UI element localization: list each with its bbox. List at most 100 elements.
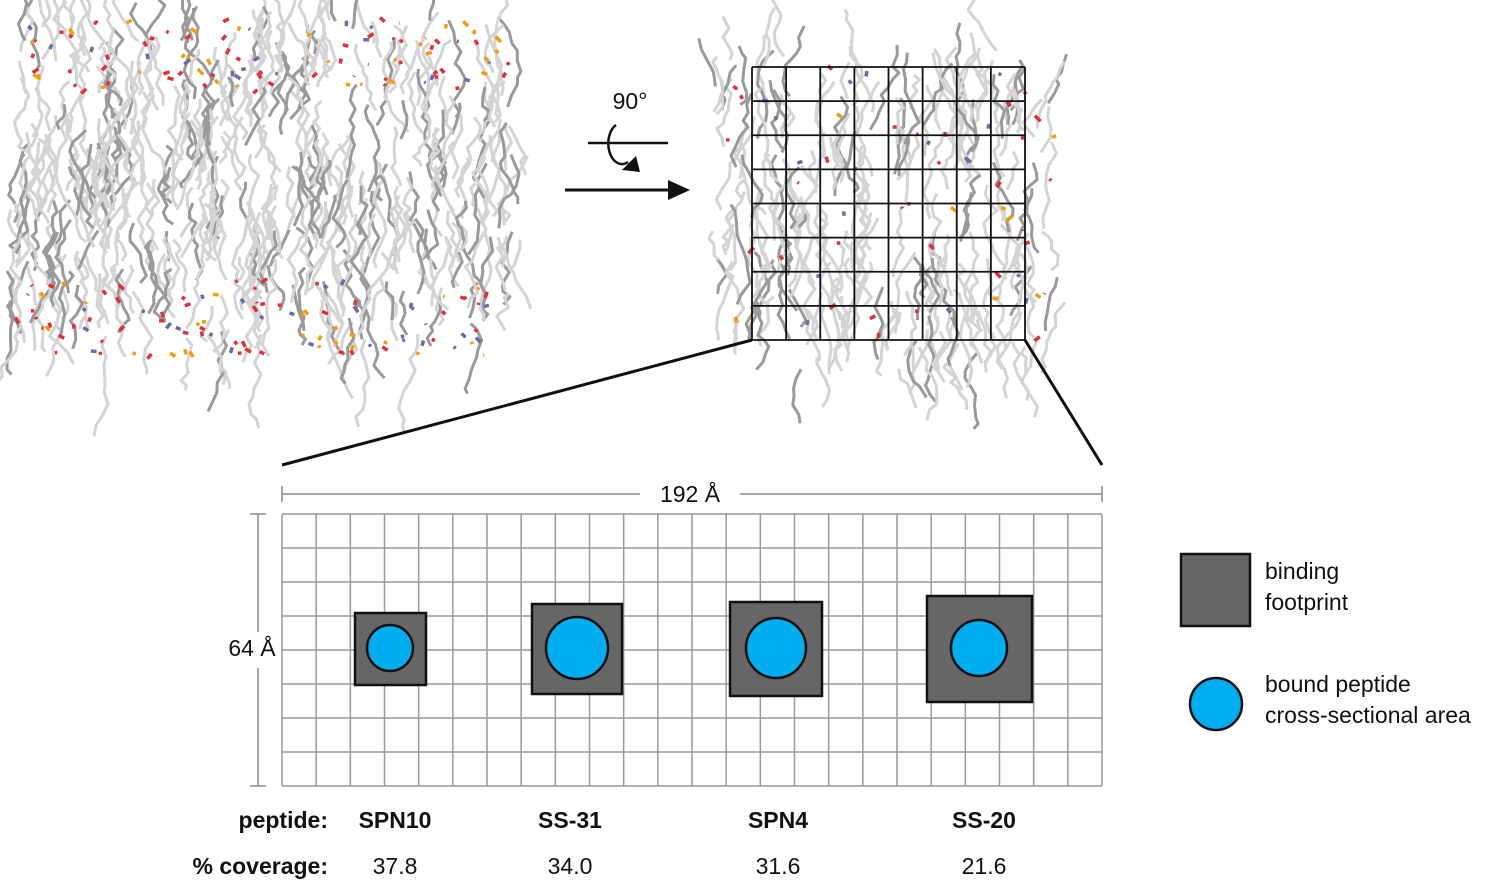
lipid-chain: [444, 235, 456, 268]
lipid-chain: [61, 0, 76, 23]
head-group: [835, 112, 843, 119]
lipid-chain: [845, 130, 860, 194]
lipid-chain: [497, 153, 521, 229]
lipid-chain: [297, 266, 307, 346]
head-group: [277, 303, 282, 308]
bilayer-side-view: [0, 0, 533, 436]
lipid-chain: [181, 0, 190, 44]
head-group: [326, 59, 331, 64]
lipid-chain: [1039, 301, 1067, 375]
head-group: [208, 332, 214, 337]
lipid-chain: [416, 68, 433, 165]
peptide-name: SPN10: [359, 807, 432, 833]
lipid-chain: [255, 17, 269, 115]
lipid-chain: [298, 190, 315, 267]
peptide-area: [949, 618, 1009, 678]
lipid-chain: [1005, 150, 1020, 191]
lipid-chain: [200, 230, 213, 262]
top-view-grid: [751, 66, 1026, 341]
lipid-chain: [36, 64, 52, 132]
lipid-chain: [248, 211, 263, 301]
head-group: [994, 270, 1002, 279]
head-group: [434, 75, 439, 80]
lipid-chain: [819, 304, 833, 375]
head-group: [1033, 114, 1042, 123]
head-group: [13, 316, 21, 325]
lipid-chain: [1039, 106, 1053, 154]
head-group: [233, 73, 242, 81]
head-group: [255, 301, 259, 304]
head-group: [432, 69, 439, 76]
lipid-chain: [496, 16, 523, 108]
lipid-chain: [956, 107, 980, 153]
lipid-chain: [954, 22, 962, 73]
head-group: [455, 86, 460, 91]
head-group: [452, 345, 457, 350]
lipid-chain: [767, 183, 789, 272]
lipid-chain: [179, 5, 199, 42]
legend-text: bound peptide: [1265, 671, 1411, 697]
lipid-chain: [720, 64, 738, 111]
lipid-chain: [178, 119, 204, 189]
head-group: [387, 78, 396, 85]
head-group: [27, 24, 34, 31]
lipid-chain: [742, 178, 771, 272]
head-group: [476, 286, 481, 291]
lipid-chain: [1012, 88, 1023, 134]
lipid-chain: [129, 2, 153, 56]
head-group: [323, 284, 329, 290]
lipid-chain: [136, 182, 156, 247]
lipid-chain: [383, 44, 410, 133]
lipid-chain: [928, 192, 943, 248]
lipid-chain: [52, 0, 79, 73]
footprints: [353, 594, 1034, 704]
legend-text: cross-sectional area: [1265, 702, 1471, 728]
height-label: 64 Å: [228, 634, 276, 661]
head-group: [469, 341, 474, 345]
head-group: [367, 343, 373, 348]
lipid-chain: [874, 336, 885, 377]
head-group: [30, 53, 36, 59]
lipid-chain: [697, 37, 717, 87]
head-group: [253, 55, 260, 62]
lipid-chain: [249, 252, 266, 287]
lipid-chain: [120, 60, 134, 130]
lipid-chain: [202, 59, 220, 147]
coverage-value: 21.6: [962, 853, 1007, 879]
lipid-chain: [864, 217, 880, 251]
lipid-chain: [128, 222, 148, 284]
lipid-chain: [493, 0, 509, 96]
lipid-chain: [884, 311, 902, 351]
coverage-value: 34.0: [548, 853, 593, 879]
lipid-chain: [1043, 276, 1059, 332]
head-group: [189, 26, 198, 35]
lipid-chain: [420, 62, 431, 120]
head-group: [67, 68, 73, 74]
head-group: [234, 84, 239, 88]
lipid-chain: [183, 0, 194, 41]
head-group: [997, 71, 1002, 77]
lipid-chain: [441, 95, 456, 159]
lipid-chain: [286, 221, 313, 303]
lipid-chain: [490, 85, 502, 163]
lipid-chain: [732, 319, 740, 351]
lipid-chain: [359, 212, 377, 275]
lipid-chain: [206, 334, 232, 390]
head-group: [61, 281, 67, 287]
head-group: [311, 71, 318, 79]
lipid-chain: [283, 29, 317, 115]
head-group: [914, 309, 919, 314]
head-group: [164, 321, 173, 330]
head-group: [47, 322, 53, 329]
lipid-chain: [143, 35, 161, 98]
head-group: [381, 345, 389, 352]
lipid-chain: [799, 196, 822, 247]
lipid-chain: [425, 297, 442, 347]
lipid-chain: [288, 83, 308, 164]
head-group: [429, 74, 435, 81]
head-group: [90, 349, 97, 354]
head-group: [36, 74, 42, 81]
head-group: [333, 340, 339, 346]
head-group: [366, 32, 375, 39]
